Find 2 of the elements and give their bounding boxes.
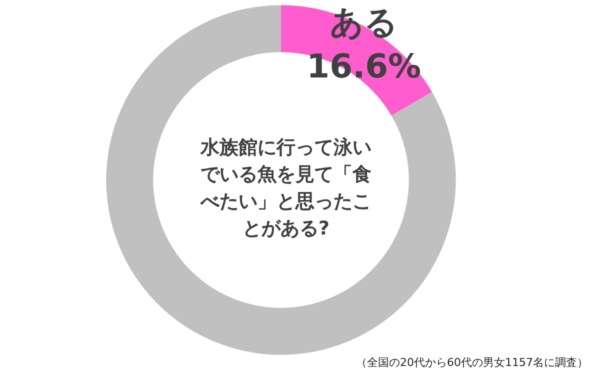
text: 水族館に行って泳いでいる魚を見て「食べたい」と思ったことがある?	[200, 136, 372, 240]
text: （全国の20代から60代の男女1157名に調査）	[356, 356, 588, 369]
